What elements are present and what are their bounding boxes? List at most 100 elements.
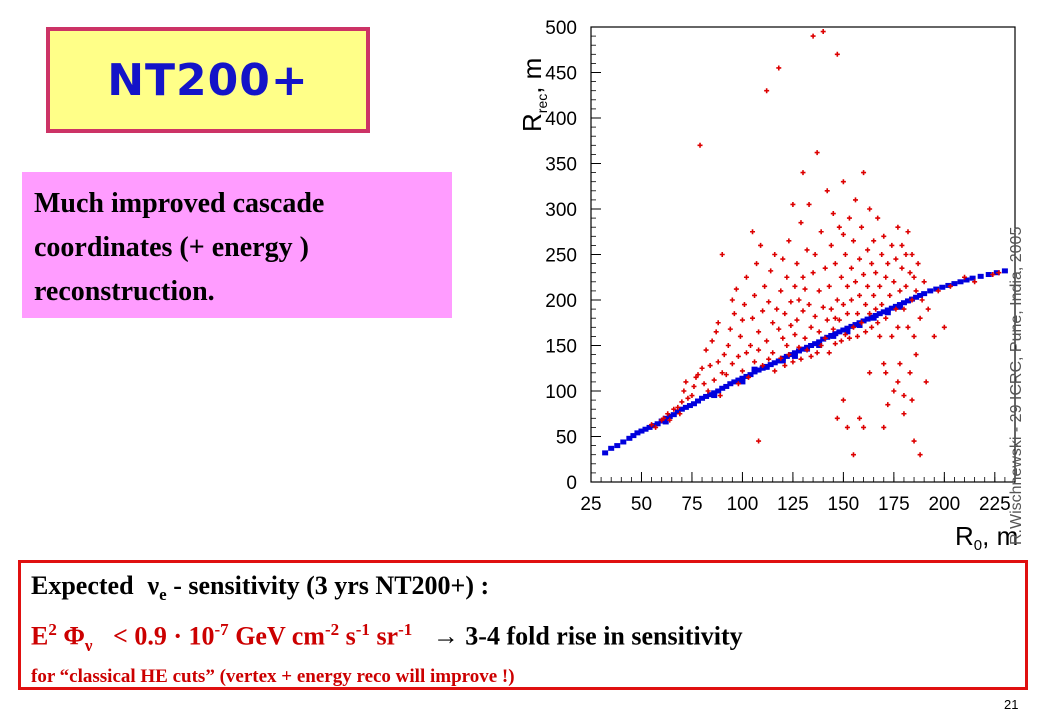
data-point-red [717, 393, 723, 399]
data-point-red [877, 283, 883, 289]
description-box: Much improved cascade coordinates (+ ene… [22, 172, 452, 318]
data-point-red [901, 306, 907, 312]
data-point-red [830, 211, 836, 217]
data-point-red [814, 150, 820, 156]
y-axis-label: Rrec, m [517, 58, 550, 132]
side-credit-text: R.Wischnewski - 29 ICRC, Pune, India, 20… [1008, 226, 1025, 545]
data-point-red [735, 381, 741, 387]
data-point-red [861, 170, 867, 176]
data-point-red [770, 350, 776, 356]
data-point-blue [927, 288, 934, 294]
y-tick-label: 50 [556, 428, 577, 449]
data-point-red [881, 424, 887, 430]
data-point-red [996, 270, 1002, 276]
data-point-red [899, 265, 905, 271]
data-point-blue [670, 412, 677, 418]
data-point-blue [707, 392, 714, 398]
data-point-red [855, 311, 861, 317]
data-point-red [667, 417, 673, 423]
data-point-red [788, 322, 794, 328]
data-point-red [848, 265, 854, 271]
data-point-red [907, 370, 913, 376]
data-point-red [947, 283, 953, 289]
data-point-red [770, 320, 776, 326]
data-point-red [972, 279, 978, 285]
slide-title: NT200+ [107, 54, 309, 106]
data-point-red [754, 261, 760, 267]
data-point-red [859, 224, 865, 230]
data-point-red [792, 332, 798, 338]
data-point-blue [763, 364, 770, 370]
data-point-red [909, 252, 915, 257]
data-point-red [883, 370, 889, 376]
data-point-red [725, 343, 731, 348]
data-point-red [903, 252, 909, 257]
data-point-red [941, 324, 947, 330]
data-point-red [737, 333, 743, 339]
data-point-blue [630, 433, 637, 439]
data-point-red [758, 242, 764, 248]
data-point-red [857, 292, 863, 298]
data-point-red [798, 356, 804, 362]
y-tick-label: 0 [566, 473, 577, 494]
data-point-red [893, 306, 899, 312]
data-point-red [895, 379, 901, 385]
data-point-red [990, 272, 996, 278]
tick-labels: 25 50 75 100 125 150 175 200 225 0 50 100 150 200 250 3… [545, 18, 1010, 515]
data-point-red [772, 368, 778, 374]
data-point-red [830, 326, 836, 332]
data-point-blue [892, 303, 899, 309]
data-point-blue [852, 322, 859, 328]
right-arrow-icon: → [432, 621, 459, 651]
data-point-red [838, 274, 844, 280]
data-point-red [887, 292, 893, 298]
data-point-red [857, 256, 863, 262]
data-point-red [683, 379, 689, 385]
data-point-red [739, 317, 745, 323]
data-point-red [653, 424, 659, 430]
data-point-red [745, 374, 751, 380]
data-point-red [800, 274, 806, 280]
data-point-red [798, 220, 804, 226]
data-point-red [889, 242, 895, 248]
data-point-red [739, 368, 745, 374]
data-point-blue [654, 421, 661, 427]
data-point-red [883, 274, 889, 280]
data-point-blue [836, 329, 843, 335]
cm-exponent: -2 [324, 620, 340, 640]
data-point-red [840, 231, 846, 237]
data-point-red [816, 329, 822, 335]
data-point-red [846, 335, 852, 341]
x-axis-label: R0, m [955, 521, 1018, 554]
data-point-red [863, 302, 869, 308]
data-point-blue [888, 305, 895, 311]
data-point-red [804, 347, 810, 353]
data-point-red [881, 233, 887, 239]
data-point-red [883, 315, 889, 321]
data-point-red [897, 288, 903, 294]
data-point-red [782, 311, 788, 317]
data-point-blue [678, 406, 685, 412]
data-point-red [750, 315, 756, 321]
data-point-red [762, 283, 768, 289]
data-point-red [780, 256, 786, 262]
data-point-red [879, 302, 885, 308]
expected-sensitivity-box: Expected νe - sensitivity (3 yrs NT200+) … [18, 560, 1028, 690]
data-point-red [794, 261, 800, 267]
data-point-red [802, 335, 808, 341]
data-point-red [885, 261, 891, 267]
data-point-red [685, 395, 691, 401]
data-point-red [681, 388, 687, 394]
data-point-blue [686, 403, 693, 409]
data-point-red [679, 399, 685, 405]
data-point-red [721, 352, 727, 358]
data-point-red [877, 333, 883, 339]
data-point-red [756, 438, 762, 444]
nu-symbol: ν [147, 571, 160, 600]
data-point-red [901, 393, 907, 399]
data-point-red [844, 311, 850, 317]
data-point-red [861, 272, 867, 278]
data-point-blue [939, 284, 946, 290]
data-point-red [780, 335, 786, 341]
data-point-red [719, 252, 725, 257]
